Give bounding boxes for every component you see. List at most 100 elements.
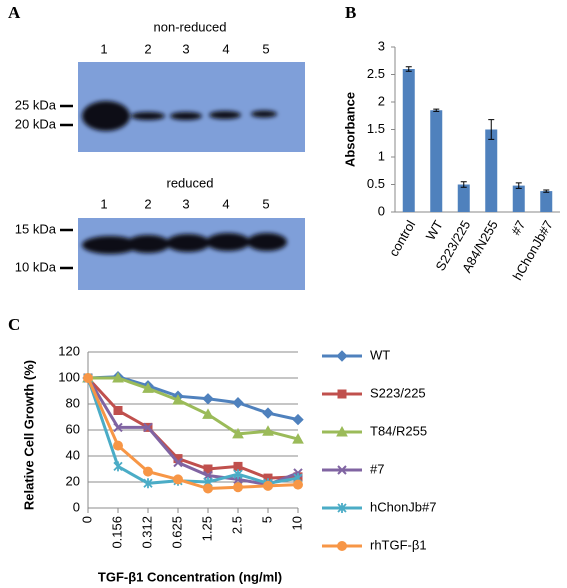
point — [337, 541, 347, 551]
lane-label: 5 — [262, 196, 269, 211]
point — [336, 350, 348, 362]
panel-letter: B — [345, 3, 356, 22]
point — [233, 482, 243, 493]
y-tick-label: 40 — [66, 447, 80, 462]
y-tick-label: 2 — [378, 93, 385, 108]
blot-title: non-reduced — [154, 19, 227, 34]
point — [203, 464, 213, 474]
point — [292, 433, 304, 444]
point — [233, 469, 243, 480]
point — [173, 457, 183, 468]
error-bar — [460, 181, 467, 188]
marker-label: 15 kDa — [15, 221, 57, 236]
line — [86, 377, 299, 491]
x-tick-label: 0 — [79, 516, 94, 523]
x-tick-label: 2.5 — [229, 516, 244, 534]
series: WT — [82, 347, 390, 426]
marker-label: 25 kDa — [15, 97, 57, 112]
point — [337, 503, 347, 513]
point — [336, 425, 348, 437]
error-bar — [543, 189, 550, 193]
lane-label: 3 — [182, 196, 189, 211]
point — [202, 408, 214, 419]
x-tick-label: #7 — [508, 218, 528, 238]
point — [293, 479, 303, 490]
y-tick-label: 3 — [378, 38, 385, 53]
point — [143, 466, 153, 477]
marker-label: 10 kDa — [15, 259, 57, 274]
y-axis-title: Relative Cell Growth (%) — [21, 360, 36, 510]
x-tick-label: WT — [423, 218, 446, 243]
series: rhTGF-β1 — [83, 373, 427, 552]
error-bar — [433, 108, 440, 112]
series: T84/R255 — [82, 371, 427, 444]
y-axis-title: Absorbance — [342, 92, 357, 167]
legend-label: S223/225 — [370, 385, 426, 400]
point — [113, 440, 123, 451]
point — [112, 371, 124, 383]
series: S223/225 — [83, 373, 426, 483]
marker-label: 20 kDa — [15, 116, 57, 131]
lane-label: 4 — [222, 41, 229, 56]
point — [232, 396, 244, 409]
x-tick-label: 10 — [289, 516, 304, 530]
point — [262, 407, 274, 419]
y-tick-label: 2.5 — [367, 66, 385, 81]
x-tick-label: control — [386, 218, 419, 259]
y-tick-label: 20 — [66, 473, 80, 488]
error-bar — [405, 66, 412, 72]
point — [263, 480, 273, 491]
legend-label: #7 — [370, 461, 384, 476]
point — [203, 483, 213, 494]
x-tick-label: 1.25 — [199, 516, 214, 541]
y-tick-label: 1 — [378, 148, 385, 163]
blot-title: reduced — [167, 175, 214, 190]
point — [113, 422, 123, 433]
legend-label: T84/R255 — [370, 423, 427, 438]
lane-label: 2 — [144, 41, 151, 56]
y-tick-label: 120 — [58, 343, 80, 358]
legend-label: rhTGF-β1 — [370, 537, 427, 552]
point — [232, 427, 244, 439]
bar — [402, 69, 415, 212]
y-tick-label: 0 — [73, 499, 80, 514]
lane-label: 4 — [222, 196, 229, 211]
point — [292, 413, 304, 426]
point — [83, 373, 93, 383]
bar — [457, 184, 470, 212]
panel-letter: A — [8, 3, 21, 22]
lane-label: 5 — [262, 41, 269, 56]
line — [86, 377, 299, 485]
legend-label: WT — [370, 347, 390, 362]
x-tick-label: 0.156 — [109, 516, 124, 549]
y-tick-label: 80 — [66, 395, 80, 410]
point — [113, 406, 123, 415]
legend-label: hChonJb#7 — [370, 499, 437, 514]
lane-label: 1 — [100, 41, 107, 56]
point — [202, 393, 214, 405]
y-tick-label: 1.5 — [367, 121, 385, 136]
lane-label: 1 — [100, 196, 107, 211]
bands — [82, 233, 287, 254]
point — [337, 389, 347, 399]
y-tick-label: 100 — [58, 369, 80, 384]
bands — [82, 101, 277, 131]
bar — [540, 191, 553, 212]
point — [172, 394, 184, 405]
bar — [485, 129, 498, 212]
lane-label: 3 — [182, 41, 189, 56]
point — [173, 474, 183, 485]
error-bar — [488, 119, 495, 140]
point — [142, 382, 154, 393]
y-tick-label: 60 — [66, 421, 80, 436]
x-axis-title: TGF-β1 Concentration (ng/ml) — [98, 569, 282, 584]
x-tick-label: 0.625 — [169, 516, 184, 549]
point — [143, 478, 153, 489]
x-tick-label: 0.312 — [139, 516, 154, 549]
bar — [512, 185, 525, 212]
point — [337, 465, 347, 475]
point — [262, 425, 274, 436]
line — [86, 377, 299, 487]
x-tick-label: 5 — [259, 516, 274, 523]
